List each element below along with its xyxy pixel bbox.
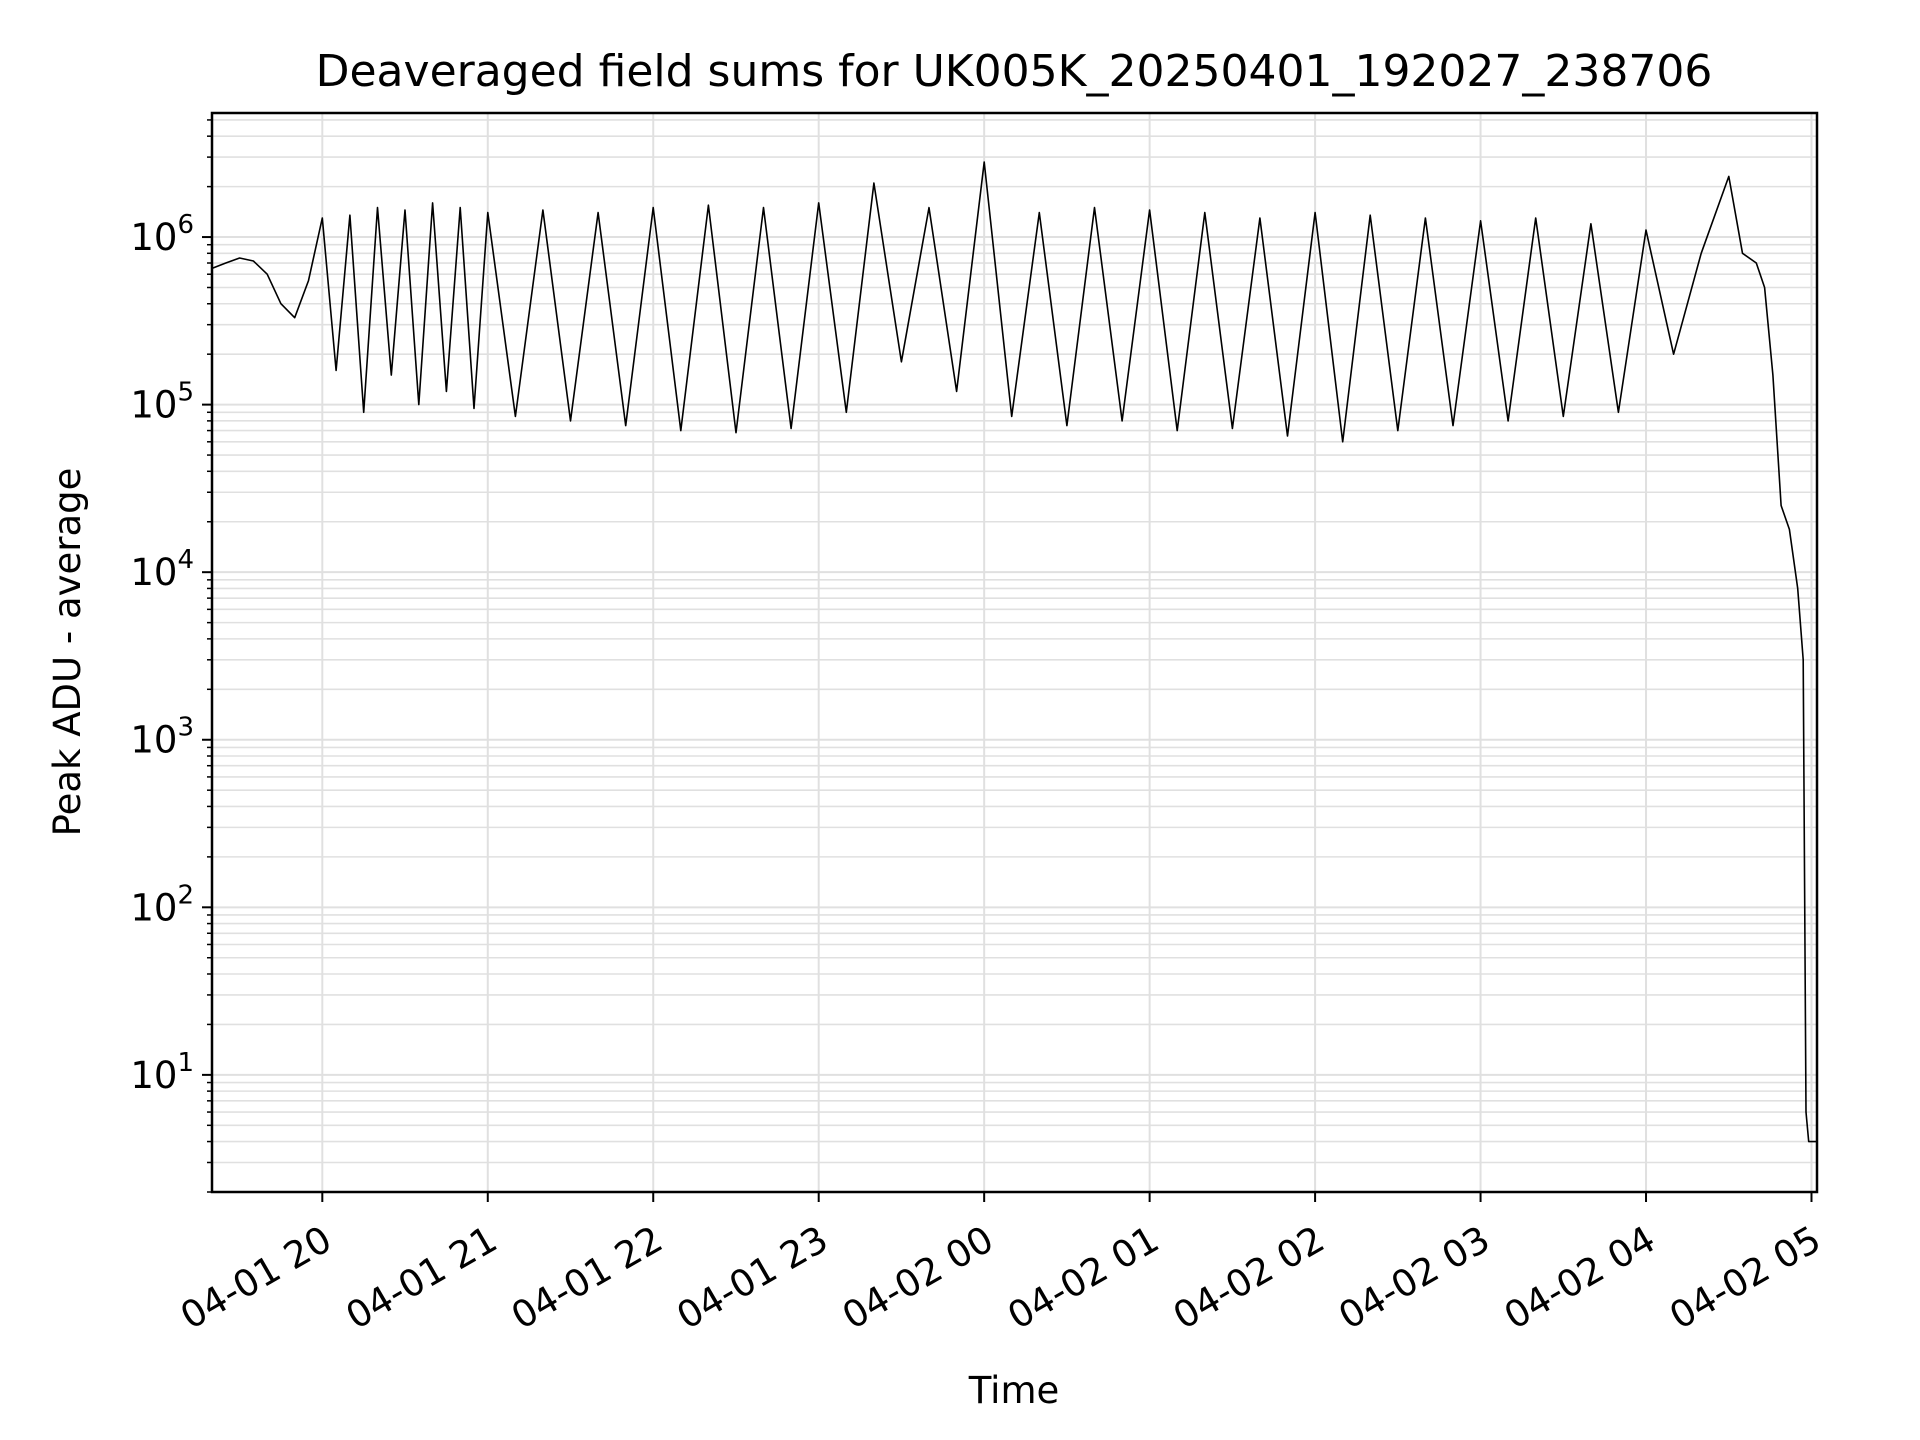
- y-tick-label: 104: [130, 545, 194, 594]
- series-line: [211, 161, 1817, 1143]
- y-tick-label: 106: [130, 210, 194, 259]
- y-tick-label: 103: [130, 713, 194, 762]
- x-axis-label: Time: [968, 1369, 1060, 1412]
- y-tick-label: 102: [130, 880, 194, 929]
- grid-lines: [212, 113, 1817, 1193]
- plot-frame: [210, 111, 1819, 1194]
- chart-title: Deaveraged field sums for UK005K_2025040…: [316, 46, 1713, 97]
- y-tick-label: 105: [130, 378, 194, 427]
- y-axis: 101 102 103 104 105 106: [130, 119, 212, 1193]
- data-series: [211, 161, 1817, 1143]
- y-tick-label: 101: [130, 1048, 194, 1097]
- y-axis-label: Peak ADU - average: [46, 468, 89, 837]
